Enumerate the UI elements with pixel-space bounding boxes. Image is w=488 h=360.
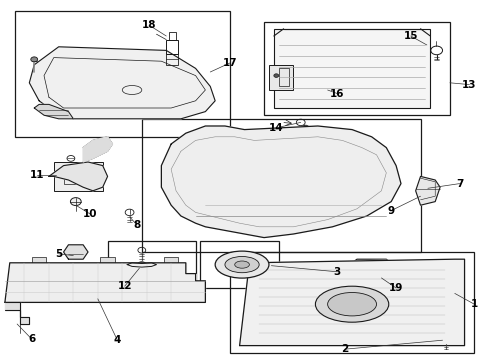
Polygon shape — [34, 104, 73, 119]
Text: 3: 3 — [333, 267, 340, 277]
Bar — [229, 252, 473, 353]
Ellipse shape — [327, 292, 376, 316]
Circle shape — [31, 57, 38, 62]
Ellipse shape — [234, 261, 249, 268]
Text: 12: 12 — [117, 281, 132, 291]
Bar — [142, 119, 420, 252]
Text: 16: 16 — [329, 89, 344, 99]
Bar — [168, 32, 176, 40]
Bar — [100, 257, 115, 265]
Bar — [278, 68, 288, 86]
Bar — [107, 241, 195, 288]
Text: 9: 9 — [387, 206, 394, 216]
Bar — [166, 40, 178, 54]
Bar — [54, 162, 102, 191]
Bar — [264, 22, 449, 115]
Text: 8: 8 — [133, 220, 140, 230]
Polygon shape — [83, 137, 112, 162]
Text: 13: 13 — [461, 80, 476, 90]
Ellipse shape — [315, 286, 388, 322]
Text: 11: 11 — [29, 170, 44, 180]
Polygon shape — [63, 245, 88, 259]
Text: 4: 4 — [113, 335, 121, 345]
Bar — [166, 54, 178, 65]
Circle shape — [440, 337, 450, 344]
Circle shape — [273, 74, 278, 77]
Bar — [32, 257, 46, 265]
Polygon shape — [5, 263, 205, 302]
Bar — [229, 207, 244, 216]
Text: 18: 18 — [142, 20, 156, 30]
Ellipse shape — [215, 251, 268, 278]
Circle shape — [302, 125, 308, 130]
Circle shape — [70, 198, 81, 206]
Ellipse shape — [224, 256, 259, 273]
Text: 2: 2 — [341, 344, 347, 354]
Text: 15: 15 — [403, 31, 417, 41]
Text: 5: 5 — [55, 249, 62, 259]
Polygon shape — [29, 47, 215, 119]
Bar — [200, 241, 278, 288]
Text: 10: 10 — [83, 209, 98, 219]
Polygon shape — [161, 126, 400, 238]
Text: 1: 1 — [470, 299, 477, 309]
Polygon shape — [239, 259, 464, 346]
Bar — [254, 270, 449, 338]
Text: 19: 19 — [388, 283, 403, 293]
Text: 17: 17 — [222, 58, 237, 68]
Polygon shape — [5, 302, 29, 324]
Text: 14: 14 — [268, 123, 283, 133]
Bar — [163, 257, 178, 265]
Text: 7: 7 — [455, 179, 463, 189]
Polygon shape — [49, 162, 107, 191]
Bar — [273, 29, 429, 108]
Polygon shape — [415, 176, 439, 205]
Bar — [63, 169, 83, 184]
Text: 6: 6 — [28, 334, 35, 344]
Polygon shape — [346, 259, 400, 288]
Bar — [15, 11, 229, 137]
Bar — [268, 65, 293, 90]
